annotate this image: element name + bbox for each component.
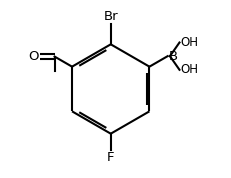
Text: B: B bbox=[168, 50, 177, 63]
Text: Br: Br bbox=[103, 10, 118, 23]
Text: O: O bbox=[28, 50, 39, 63]
Text: F: F bbox=[106, 151, 114, 164]
Text: OH: OH bbox=[179, 36, 198, 49]
Text: OH: OH bbox=[179, 63, 198, 76]
